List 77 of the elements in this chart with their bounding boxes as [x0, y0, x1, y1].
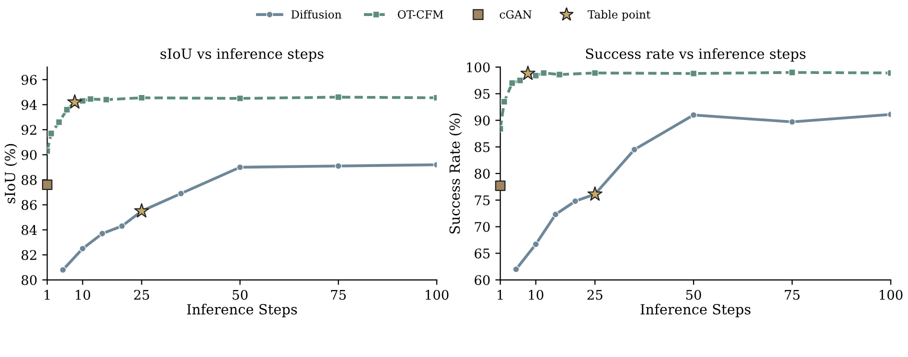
point	[59, 266, 66, 274]
point	[532, 72, 540, 80]
y-tick-label: 92	[22, 124, 36, 135]
y-tick-label: 85	[474, 142, 490, 152]
y-tick-label: 96	[22, 74, 37, 85]
x-axis-title: Inference Steps	[640, 304, 750, 318]
y-tick-label: 94	[22, 100, 37, 110]
x-tick-label: 1	[44, 290, 50, 300]
x-tick-label: 50	[686, 290, 702, 300]
point	[508, 80, 516, 87]
y-tick-label: 75	[474, 195, 490, 206]
x-tick-label: 25	[134, 290, 150, 300]
y-tick-label: 95	[474, 88, 490, 99]
y-tick-label: 90	[474, 116, 490, 126]
legend-label: cGAN	[500, 10, 532, 19]
point	[512, 266, 520, 273]
point	[495, 180, 506, 191]
y-tick-label: 88	[22, 174, 37, 185]
point	[118, 222, 126, 230]
y-axis-title: Success Rate (%)	[449, 113, 462, 234]
legend-label: OT-CFM	[398, 10, 444, 19]
x-tick-label: 1	[498, 290, 503, 300]
point	[56, 118, 62, 126]
y-tick-label: 90	[22, 150, 37, 160]
point	[334, 94, 342, 101]
y-tick-label: 80	[22, 275, 37, 286]
point	[516, 76, 524, 84]
x-tick-label: 50	[232, 290, 248, 300]
x-tick-label: 10	[76, 290, 90, 300]
legend-label: Diffusion	[291, 10, 342, 19]
point	[138, 94, 146, 102]
point	[102, 96, 110, 104]
legend-label: Table point	[588, 10, 650, 21]
point	[79, 245, 86, 252]
point	[334, 162, 342, 170]
point	[63, 106, 70, 114]
point	[540, 69, 548, 76]
chart-title: sIoU vs inference steps	[160, 48, 324, 62]
point	[42, 180, 52, 190]
point	[587, 186, 602, 201]
point	[532, 240, 540, 248]
point	[500, 98, 508, 106]
y-tick-label: 65	[474, 248, 490, 258]
point	[690, 70, 698, 77]
point	[87, 96, 94, 103]
point	[98, 230, 106, 238]
y-tick-label: 80	[474, 168, 490, 179]
point	[520, 66, 536, 80]
x-tick-label: 75	[784, 290, 800, 300]
point	[788, 118, 796, 126]
point	[67, 94, 82, 109]
point	[236, 164, 244, 171]
point	[178, 190, 184, 198]
y-tick-label: 82	[22, 250, 36, 260]
x-tick-label: 25	[587, 290, 602, 300]
y-tick-label: 60	[474, 275, 490, 286]
point	[552, 210, 559, 218]
chart-title: Success rate vs inference steps	[586, 48, 806, 62]
y-tick-label: 84	[22, 225, 37, 236]
y-tick-label: 86	[22, 200, 37, 210]
x-tick-label: 75	[331, 290, 346, 300]
point	[690, 112, 698, 118]
point	[591, 69, 598, 76]
y-tick-label: 100	[467, 62, 490, 72]
point	[630, 146, 638, 154]
point	[48, 130, 55, 137]
point	[788, 68, 796, 76]
y-tick-label: 70	[474, 222, 490, 232]
y-axis-title: sIoU (%)	[4, 144, 18, 204]
point	[236, 94, 244, 102]
x-tick-label: 10	[529, 290, 544, 300]
x-axis-title: Inference Steps	[187, 304, 297, 318]
point	[556, 71, 563, 78]
x-tick-label: 100	[426, 290, 448, 300]
point	[134, 203, 150, 218]
point	[572, 198, 579, 205]
x-tick-label: 100	[880, 290, 902, 300]
